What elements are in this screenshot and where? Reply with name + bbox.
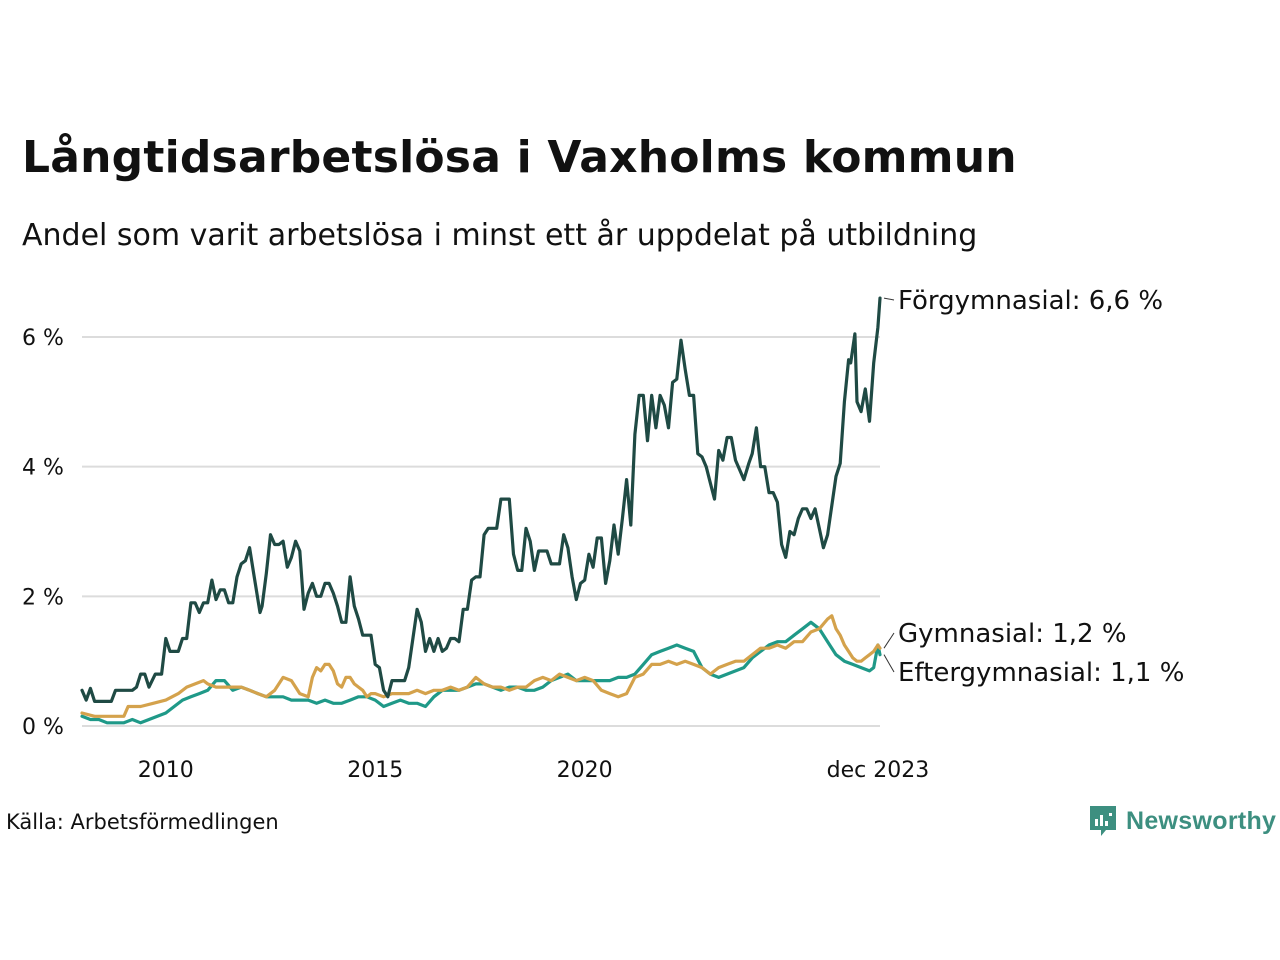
x-axis-ticks: 2010 2015 2020 dec 2023 xyxy=(138,758,929,783)
newsworthy-logo-text: Newsworthy xyxy=(1126,806,1277,835)
gridlines xyxy=(82,336,880,727)
y-tick-label: 0 % xyxy=(22,715,64,740)
x-tick-label: 2015 xyxy=(347,758,403,783)
label-forgymnasial: Förgymnasial: 6,6 % xyxy=(898,286,1163,316)
leader-line xyxy=(883,632,895,649)
newsworthy-logo-icon xyxy=(1090,806,1116,836)
x-tick-label: 2020 xyxy=(557,758,613,783)
x-tick-label: dec 2023 xyxy=(827,758,930,783)
y-tick-label: 2 % xyxy=(22,585,64,610)
leader-line xyxy=(883,654,895,673)
series-lines xyxy=(80,296,882,725)
y-axis-ticks: 0 % 2 % 4 % 6 % xyxy=(22,326,64,740)
series-end-labels: Förgymnasial: 6,6 % Gymnasial: 1,2 % Efter… xyxy=(883,286,1184,688)
x-tick-label: 2010 xyxy=(138,758,194,783)
leader-line xyxy=(883,297,895,301)
series-line-gymnasial xyxy=(80,614,882,718)
label-eftergymnasial: Eftergymnasial: 1,1 % xyxy=(898,658,1184,688)
series-line-förgymnasial xyxy=(80,296,882,703)
series-line-eftergymnasial xyxy=(80,620,882,725)
label-gymnasial: Gymnasial: 1,2 % xyxy=(898,619,1127,649)
chart-subtitle: Andel som varit arbetslösa i minst ett å… xyxy=(22,218,978,253)
y-tick-label: 6 % xyxy=(22,326,64,351)
source-note: Källa: Arbetsförmedlingen xyxy=(6,810,279,834)
y-tick-label: 4 % xyxy=(22,456,64,481)
newsworthy-logo[interactable]: Newsworthy xyxy=(1088,804,1276,838)
chart-title: Långtidsarbetslösa i Vaxholms kommun xyxy=(22,132,1017,183)
